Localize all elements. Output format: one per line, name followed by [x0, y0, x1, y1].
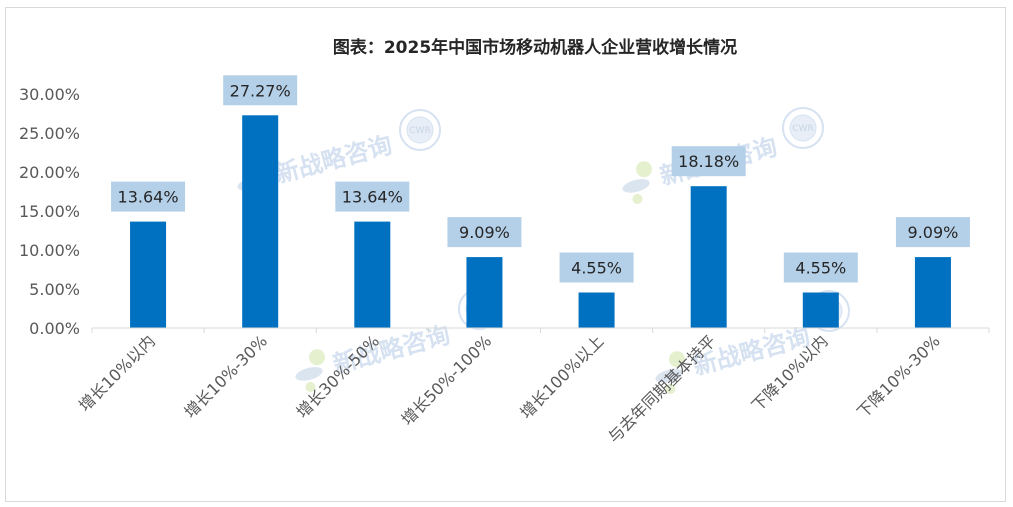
data-label: 9.09% [447, 217, 522, 248]
watermark-seal-icon: CWR [399, 109, 441, 151]
y-tick-label: 25.00% [19, 124, 80, 143]
bar [802, 292, 839, 328]
data-label-background [447, 217, 522, 248]
x-tick-label: 增长100%以上 [516, 331, 607, 422]
x-tick-label: 与去年同期基本持平 [604, 331, 719, 446]
bars [130, 115, 951, 328]
data-label-text: 4.55% [795, 259, 846, 278]
watermark-seal-text: CWR [792, 124, 813, 134]
x-tick-label: 增长10%-30% [181, 331, 271, 421]
data-label: 13.64% [335, 181, 410, 212]
data-label: 13.64% [111, 181, 186, 212]
x-axis: 增长10%以内 增长10%-30% 增长30%-50% 增长50%-100% 增长100… [75, 328, 990, 447]
bar [242, 115, 279, 328]
data-label: 18.18% [671, 146, 746, 177]
watermark-logo-icon [616, 159, 661, 207]
bar [354, 221, 391, 328]
data-label: 9.09% [895, 217, 970, 248]
data-label-text: 18.18% [678, 152, 739, 171]
data-label-text: 27.27% [230, 81, 291, 100]
y-tick-label: 15.00% [19, 202, 80, 221]
data-label-text: 4.55% [571, 259, 622, 278]
bar [130, 221, 167, 328]
x-tick-label: 增长10%以内 [75, 331, 159, 415]
data-label: 4.55% [559, 252, 634, 283]
data-label-background [895, 217, 970, 248]
watermark-text: 新战略咨询 [272, 131, 395, 189]
y-tick-label: 20.00% [19, 163, 80, 182]
y-tick-label: 10.00% [19, 241, 80, 260]
data-label-text: 9.09% [908, 223, 959, 242]
y-tick-label: 0.00% [29, 319, 80, 338]
data-label-text: 13.64% [342, 188, 403, 207]
data-labels: 13.64% 27.27% 13.64% 9.09% 4.55% 18.18% 4.55% 9… [111, 75, 970, 283]
data-label-background [559, 252, 634, 283]
bar [914, 257, 951, 328]
bar [466, 257, 503, 328]
data-label-background [335, 181, 410, 212]
data-label-text: 9.09% [459, 223, 510, 242]
bar [690, 186, 727, 328]
data-label-background [111, 181, 186, 212]
y-tick-label: 5.00% [29, 280, 80, 299]
data-label-background [671, 146, 746, 177]
data-label-background [783, 252, 858, 283]
y-tick-label: 30.00% [19, 85, 80, 104]
watermark-seal-text: CWR [409, 126, 430, 136]
data-label-text: 13.64% [118, 188, 179, 207]
data-label: 27.27% [223, 75, 298, 106]
y-axis: 0.00% 5.00% 10.00% 15.00% 20.00% 25.00% 30.00% [19, 85, 80, 338]
data-label-background [223, 75, 298, 106]
x-tick-label: 下降10%-30% [853, 331, 943, 421]
chart-title: 图表：2025年中国市场移动机器人企业营收增长情况 [333, 37, 737, 58]
watermark-layer: 新战略咨询新战略咨询新战略咨询新战略咨询CWRCWRCWRCWR [231, 107, 850, 397]
data-label: 4.55% [783, 252, 858, 283]
bar [578, 292, 615, 328]
watermark-seal-icon: CWR [782, 107, 824, 149]
